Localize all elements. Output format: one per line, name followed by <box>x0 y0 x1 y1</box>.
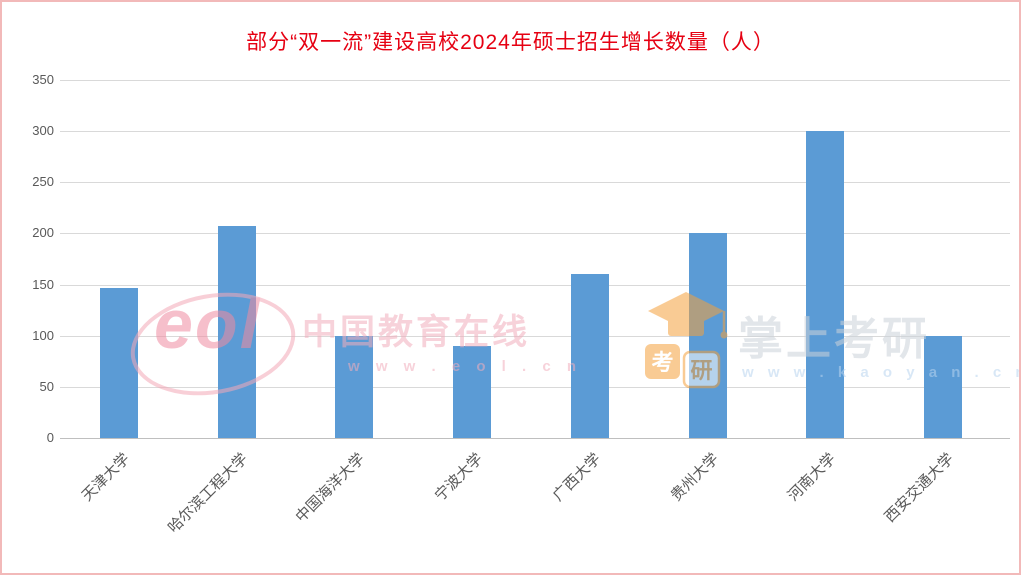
svg-text:考: 考 <box>651 350 673 375</box>
y-axis-tick-label-300: 300 <box>32 123 54 139</box>
bar-中国海洋大学 <box>335 335 374 438</box>
bar-贵州大学 <box>688 233 727 438</box>
bar-广西大学 <box>570 274 609 438</box>
bar-哈尔滨工程大学 <box>217 226 256 438</box>
y-axis-tick-label-350: 350 <box>32 72 54 87</box>
bar-天津大学 <box>99 287 138 438</box>
y-axis-tick-label-50: 50 <box>39 378 54 394</box>
gridline-100 <box>60 335 1010 337</box>
y-axis-tick-label-200: 200 <box>32 225 54 241</box>
y-axis-tick-label-250: 250 <box>32 174 54 190</box>
y-axis-tick-label-0: 0 <box>46 430 54 445</box>
bar-宁波大学 <box>453 345 492 438</box>
gridline-350 <box>60 80 1010 81</box>
gridline-250 <box>60 182 1010 184</box>
gridline-200 <box>60 233 1010 235</box>
gridline-50 <box>60 386 1010 388</box>
bar-河南大学 <box>806 131 845 438</box>
y-axis-tick-label-100: 100 <box>32 327 54 343</box>
chart-title: 部分“双一流”建设高校2024年硕士招生增长数量（人） <box>246 31 775 54</box>
gridline-300 <box>60 131 1010 133</box>
eol-logo-ellipse-icon <box>122 280 304 408</box>
gridline-150 <box>60 284 1010 286</box>
bar-西安交通大学 <box>924 335 963 438</box>
y-axis-tick-label-150: 150 <box>32 276 54 292</box>
kaoyan-watermark-url: w w w . k a o y a n . c n <box>742 364 1021 381</box>
gridline-0 <box>60 438 1010 439</box>
